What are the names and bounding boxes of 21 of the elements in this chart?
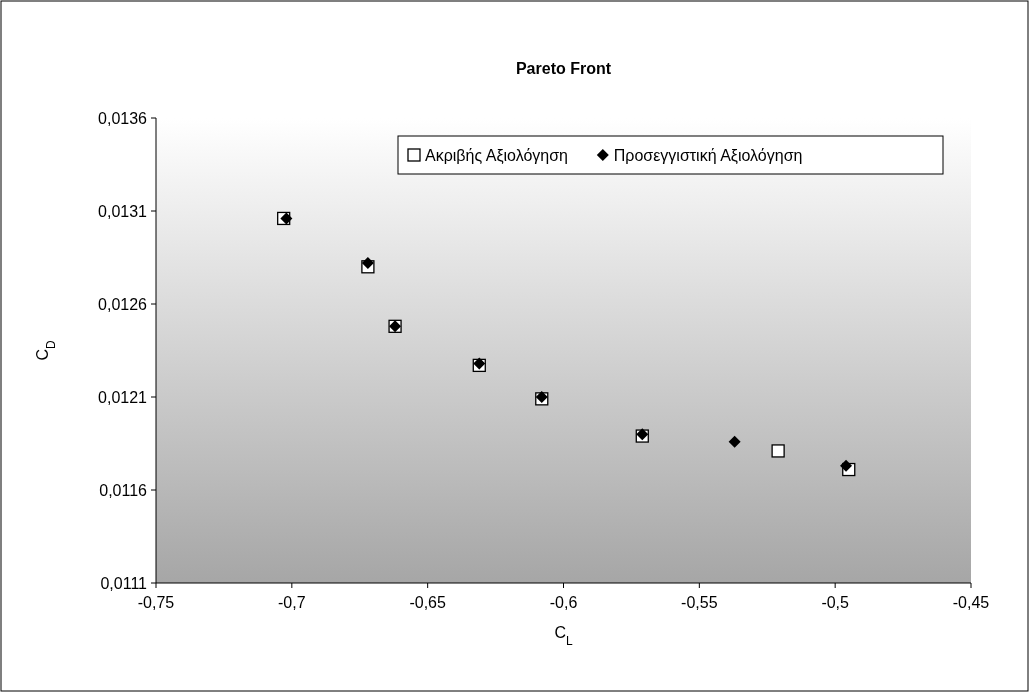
- y-tick-label: 0,0126: [98, 296, 148, 313]
- x-tick-label: -0,7: [278, 594, 306, 611]
- legend-label: Ακριβής Αξιολόγηση: [425, 147, 569, 165]
- x-tick-label: -0,5: [821, 594, 850, 611]
- point: [361, 257, 374, 270]
- x-axis-title: C$_{L}$: [554, 624, 573, 648]
- x-tick-label: -0,65: [409, 594, 446, 611]
- x-tick-label: -0,45: [952, 594, 990, 611]
- point: [728, 435, 741, 448]
- y-tick-label: 0,0136: [98, 110, 148, 127]
- y-tick-label: 0,0116: [99, 482, 148, 499]
- point: [771, 444, 785, 458]
- point: [840, 459, 853, 472]
- y-tick-label: 0,0131: [98, 203, 148, 220]
- y-tick-label: 0,0111: [100, 575, 148, 592]
- legend-label: Προσεγγιστική Αξιολόγηση: [613, 147, 803, 165]
- y-tick-label: 0,0121: [98, 389, 148, 406]
- x-tick-label: -0,55: [681, 594, 718, 611]
- x-tick-label: -0,6: [549, 594, 578, 611]
- chart-title: Pareto Front: [515, 60, 612, 77]
- x-tick-label: -0,75: [137, 594, 175, 611]
